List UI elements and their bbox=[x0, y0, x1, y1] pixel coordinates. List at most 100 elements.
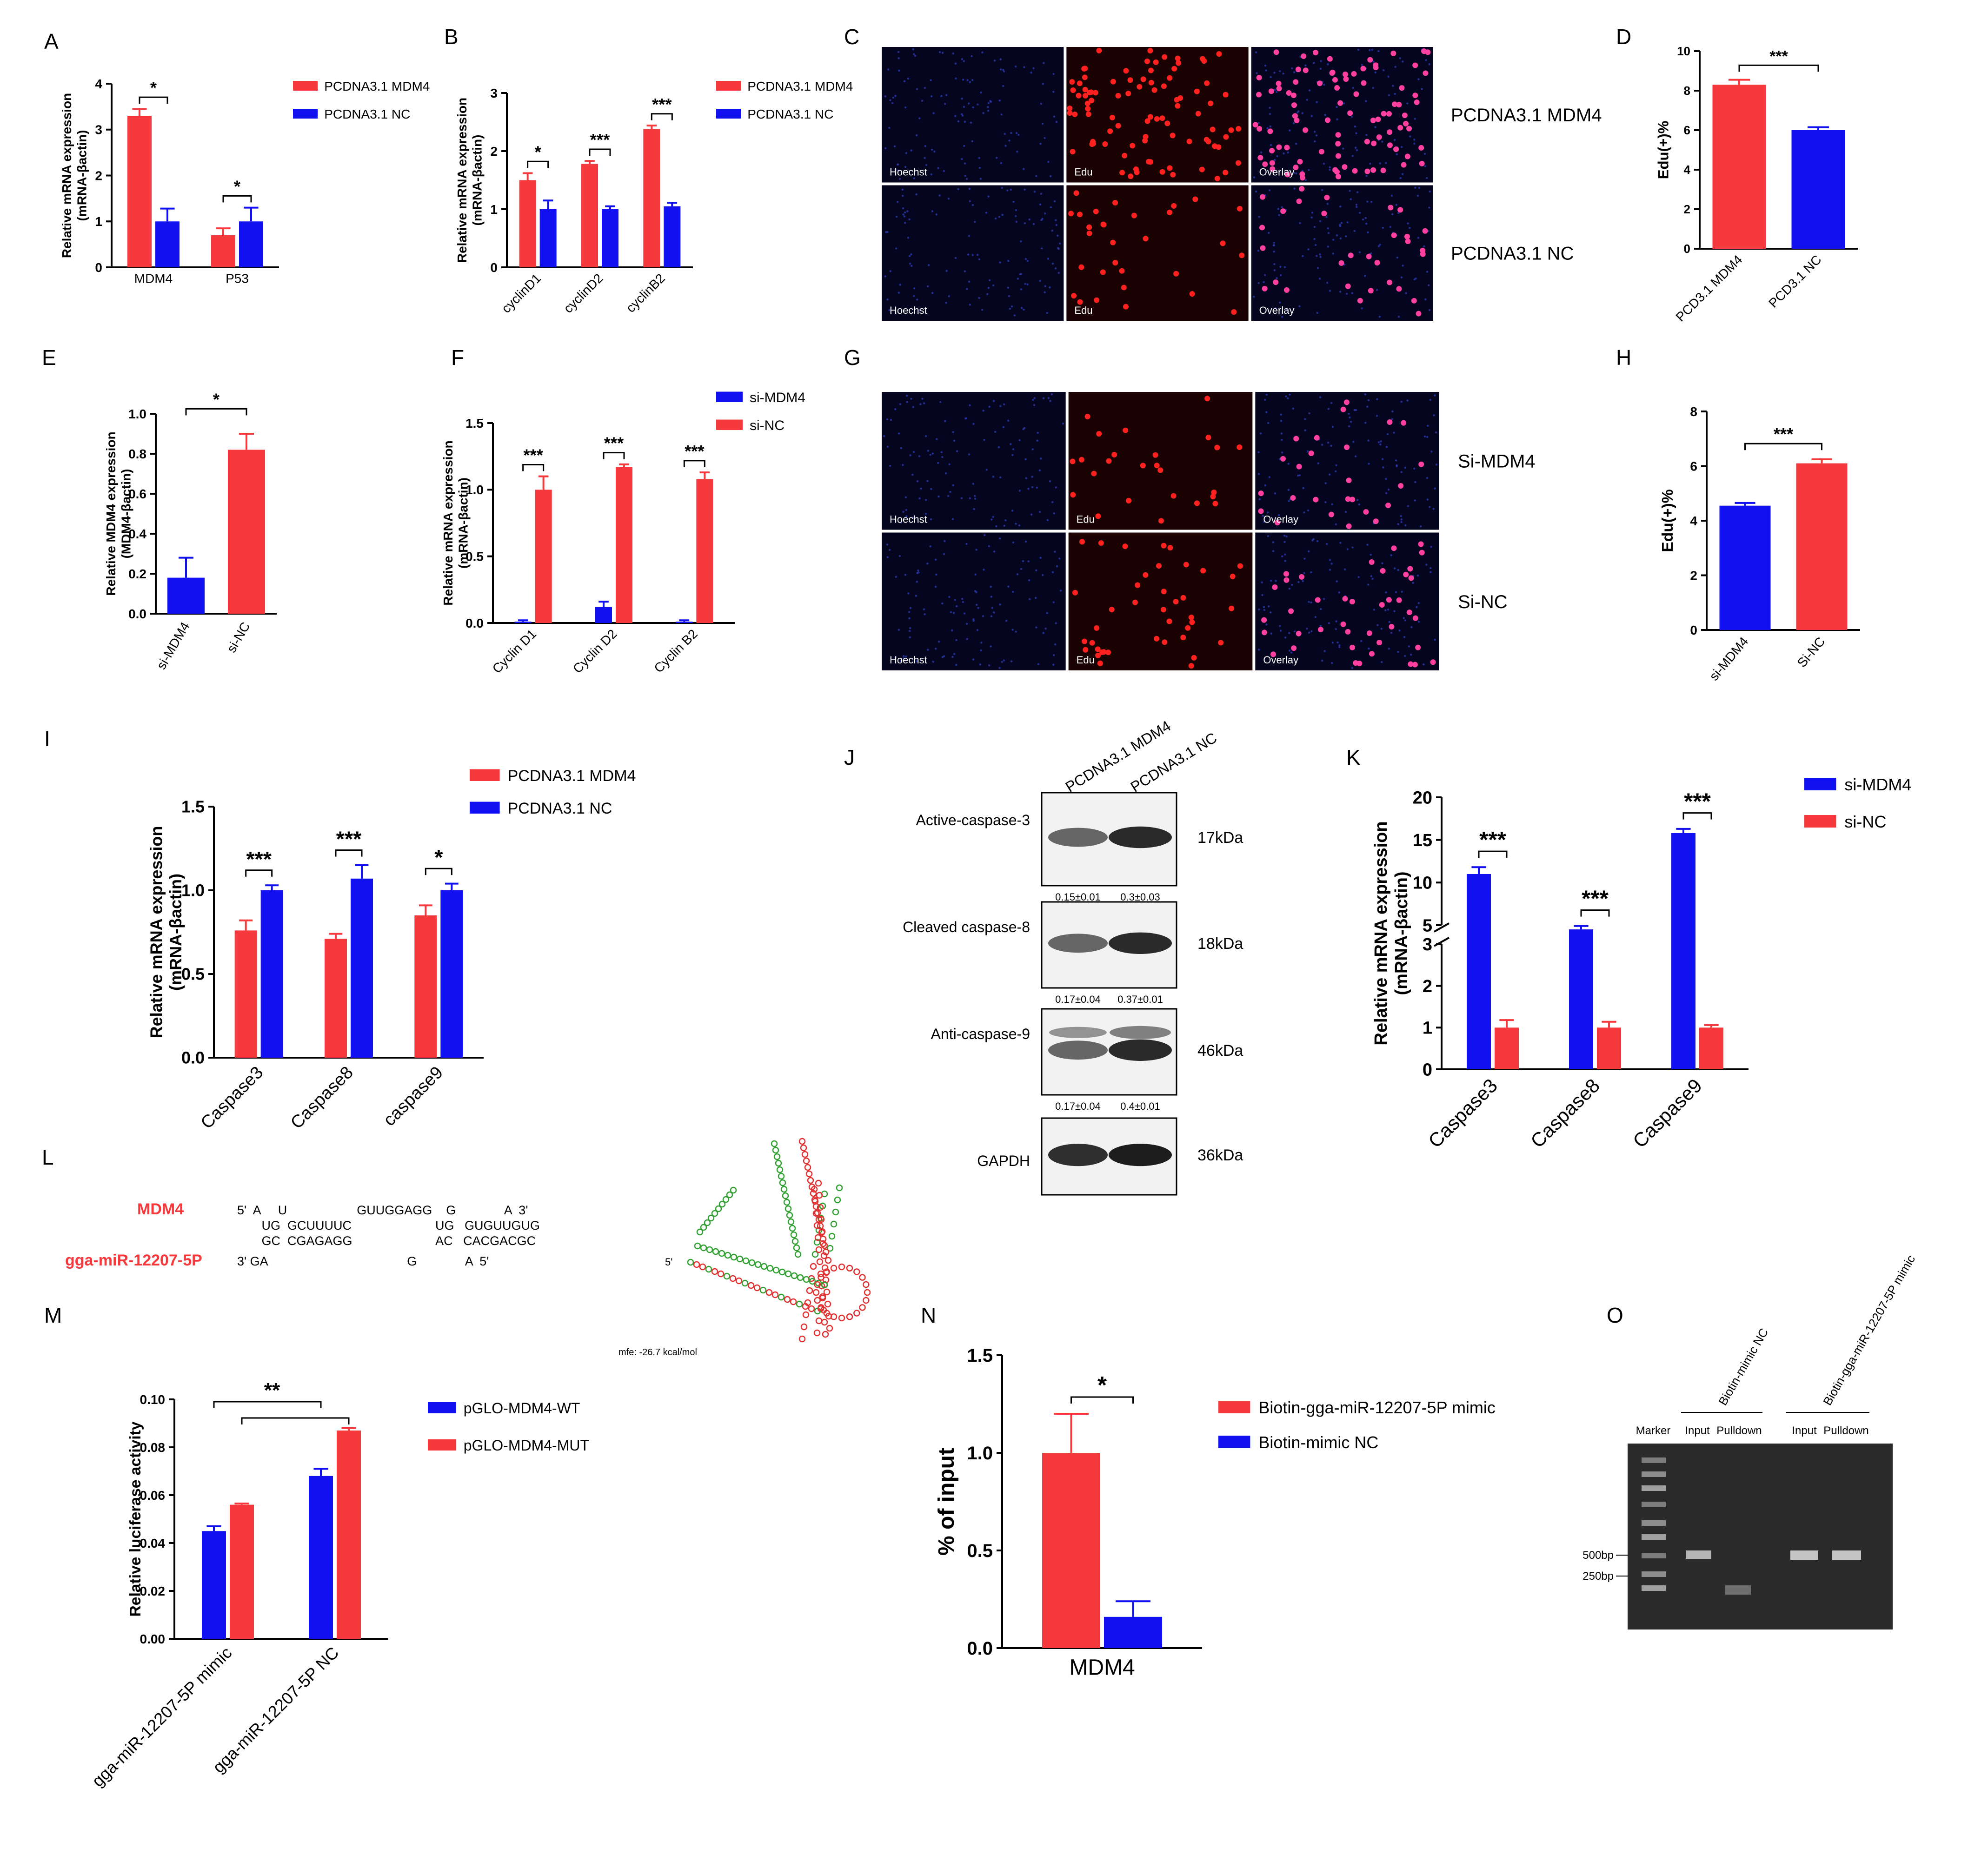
nucleus-dot bbox=[964, 120, 966, 123]
edu-dot bbox=[1280, 208, 1286, 214]
nucleus-dot bbox=[1293, 71, 1296, 73]
significance-label: * bbox=[535, 142, 542, 161]
nucleus-dot bbox=[1023, 168, 1025, 170]
edu-dot bbox=[1343, 399, 1350, 405]
nucleus-dot bbox=[1376, 415, 1378, 417]
nucleus-dot bbox=[1326, 203, 1329, 205]
nucleotide bbox=[784, 1296, 791, 1303]
nucleus-dot bbox=[903, 215, 906, 218]
significance-bracket bbox=[1682, 812, 1712, 820]
nucleus-dot bbox=[910, 149, 912, 152]
nucleotide bbox=[787, 1218, 795, 1225]
nucleus-dot bbox=[897, 169, 899, 172]
nucleus-dot bbox=[978, 157, 981, 159]
nucleus-dot bbox=[1404, 466, 1407, 469]
edu-dot bbox=[1290, 93, 1297, 99]
y-tick-label: 4 bbox=[95, 77, 102, 91]
nucleotide bbox=[812, 1289, 820, 1296]
nucleus-dot bbox=[1409, 135, 1411, 138]
edu-dot bbox=[1337, 100, 1343, 106]
nucleus-dot bbox=[1263, 606, 1265, 608]
nucleus-dot bbox=[957, 188, 959, 190]
edu-dot bbox=[1189, 291, 1195, 297]
nucleus-dot bbox=[1035, 569, 1037, 571]
nucleus-dot bbox=[1400, 471, 1403, 473]
nucleus-dot bbox=[1400, 276, 1403, 279]
nucleus-dot bbox=[974, 590, 977, 592]
nucleus-dot bbox=[894, 408, 897, 411]
edu-dot bbox=[1220, 240, 1226, 246]
nucleus-dot bbox=[891, 102, 894, 105]
y-tick-label: 6 bbox=[1684, 123, 1690, 137]
edu-dot bbox=[1081, 66, 1087, 72]
nucleus-dot bbox=[1255, 190, 1257, 193]
nucleus-dot bbox=[1272, 541, 1275, 543]
edu-dot bbox=[1201, 58, 1207, 64]
nucleus-dot bbox=[898, 555, 901, 557]
nucleus-dot bbox=[1007, 419, 1010, 422]
size-marker-label: 500bp bbox=[1582, 1549, 1614, 1562]
nucleus-dot bbox=[1030, 72, 1032, 74]
nucleus-dot bbox=[1047, 258, 1050, 260]
edu-dot bbox=[1210, 126, 1216, 132]
nucleus-dot bbox=[1406, 102, 1409, 105]
nucleus-dot bbox=[937, 495, 940, 498]
nucleus-dot bbox=[909, 629, 911, 632]
tile-label: Overlay bbox=[1263, 514, 1298, 525]
y-axis-label: Edu(+)% bbox=[1659, 489, 1676, 552]
nucleus-dot bbox=[1031, 476, 1033, 478]
nucleus-dot bbox=[923, 402, 925, 404]
nucleus-dot bbox=[1038, 511, 1041, 513]
legend-label: pGLO-MDM4-MUT bbox=[464, 1437, 589, 1454]
nucleus-dot bbox=[970, 121, 972, 124]
nucleotide bbox=[754, 1261, 762, 1268]
nucleus-dot bbox=[902, 510, 904, 513]
nucleus-dot bbox=[955, 77, 957, 80]
nucleus-dot bbox=[1384, 609, 1387, 611]
nucleus-dot bbox=[1287, 397, 1289, 400]
edu-dot bbox=[1366, 253, 1372, 259]
nucleus-dot bbox=[1330, 563, 1333, 565]
edu-dot bbox=[1379, 602, 1385, 608]
five-prime-label: 5' bbox=[665, 1256, 672, 1268]
nucleus-dot bbox=[1274, 159, 1276, 161]
nucleus-dot bbox=[1057, 234, 1059, 237]
nucleus-dot bbox=[1338, 644, 1341, 647]
nucleus-dot bbox=[1324, 501, 1327, 503]
edu-dot bbox=[1147, 48, 1153, 54]
significance-label: *** bbox=[523, 445, 543, 464]
x-tick-label: PCD3.1 NC bbox=[1766, 252, 1824, 311]
legend-swatch bbox=[1804, 778, 1836, 790]
nucleus-dot bbox=[1257, 451, 1260, 453]
nucleus-dot bbox=[899, 660, 902, 662]
nucleotide bbox=[759, 1286, 767, 1294]
edu-dot bbox=[1406, 609, 1412, 616]
nucleus-dot bbox=[990, 585, 992, 588]
nucleus-dot bbox=[1292, 407, 1294, 410]
edu-dot bbox=[1078, 457, 1084, 463]
nucleus-dot bbox=[1047, 161, 1050, 163]
nucleus-dot bbox=[1388, 94, 1390, 96]
nucleus-dot bbox=[1395, 591, 1397, 594]
edu-dot bbox=[1067, 106, 1073, 112]
y-tick-label: 15 bbox=[1413, 831, 1432, 850]
bar-gga-mir-12207-5p-nc-pglo-mdm4-mut bbox=[337, 1430, 361, 1639]
tile-background bbox=[882, 392, 1066, 530]
nucleus-dot bbox=[1423, 152, 1426, 155]
nucleus-dot bbox=[1387, 609, 1390, 611]
edu-dot bbox=[1308, 450, 1314, 456]
gel-background bbox=[1628, 1444, 1893, 1630]
edu-dot bbox=[1284, 172, 1290, 178]
nucleus-dot bbox=[908, 611, 911, 613]
edu-dot bbox=[1151, 87, 1157, 93]
nucleotide bbox=[812, 1203, 820, 1210]
nucleus-dot bbox=[1041, 247, 1043, 250]
nucleus-dot bbox=[904, 211, 906, 214]
nucleus-dot bbox=[934, 585, 937, 588]
nucleus-dot bbox=[1316, 101, 1318, 103]
nucleus-dot bbox=[1015, 220, 1017, 223]
nucleotide bbox=[797, 1274, 804, 1281]
nucleus-dot bbox=[1013, 314, 1016, 317]
nucleus-dot bbox=[969, 404, 971, 406]
